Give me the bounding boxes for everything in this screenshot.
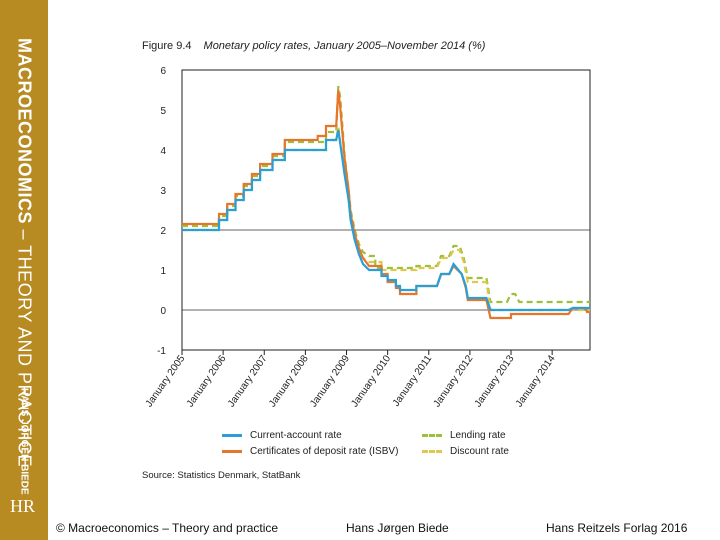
footer-copyright: © Macroeconomics – Theory and practice — [56, 521, 279, 535]
x-tick-label: January 2010 — [349, 353, 393, 409]
footer-publisher: Hans Reitzels Forlag 2016 — [546, 521, 688, 535]
source-note: Source: Statistics Denmark, StatBank — [142, 470, 301, 481]
legend-swatch-lending — [422, 434, 442, 437]
legend-item-current-account: Current-account rate — [222, 430, 342, 441]
x-tick-label: January 2013 — [473, 353, 517, 409]
y-axis: -1 0 1 2 3 4 5 6 — [157, 66, 166, 357]
sidebar: MACROECONOMICS – THEORY AND PRACTICE HAN… — [0, 0, 48, 540]
x-tick-label: January 2009 — [308, 353, 352, 409]
x-tick-label: January 2012 — [432, 353, 476, 409]
legend-item-cd-rate: Certificates of deposit rate (ISBV) — [222, 446, 398, 457]
series-discount-rate — [182, 125, 590, 312]
figure-title: Monetary policy rates, January 2005–Nove… — [203, 40, 486, 52]
y-tick-label: -1 — [157, 346, 166, 357]
legend-swatch-current-account — [222, 434, 242, 437]
legend-item-lending: Lending rate — [422, 430, 506, 441]
plot-area — [181, 69, 591, 351]
footer-author: Hans Jørgen Biede — [346, 521, 449, 535]
legend-item-discount: Discount rate — [422, 446, 509, 457]
series-current-account-rate — [182, 129, 590, 312]
legend-swatch-cd-rate — [222, 450, 242, 453]
legend-swatch-discount — [422, 450, 442, 453]
series-cd-rate — [182, 89, 590, 320]
x-tick-label: January 2011 — [391, 353, 435, 409]
series-lines — [182, 85, 590, 320]
x-tick-label: January 2008 — [267, 353, 311, 409]
y-tick-label: 4 — [160, 146, 166, 157]
x-tick-label: January 2007 — [226, 353, 270, 409]
legend: Current-account rate Certificates of dep… — [222, 430, 602, 464]
figure-number: Figure 9.4 — [142, 40, 192, 52]
y-tick-label: 1 — [160, 266, 166, 277]
legend-label-discount: Discount rate — [450, 446, 509, 457]
x-tick-label: January 2006 — [185, 353, 229, 409]
figure-header: Figure 9.4 Monetary policy rates, January… — [142, 40, 485, 52]
y-tick-label: 2 — [160, 226, 166, 237]
legend-label-lending: Lending rate — [450, 430, 506, 441]
y-tick-label: 0 — [160, 306, 166, 317]
y-tick-label: 6 — [160, 66, 166, 77]
publisher-logo: HR — [10, 496, 36, 516]
legend-label-current-account: Current-account rate — [250, 430, 342, 441]
x-tick-label: January 2014 — [514, 353, 558, 409]
legend-label-cd-rate: Certificates of deposit rate (ISBV) — [250, 446, 399, 457]
y-tick-label: 3 — [160, 186, 166, 197]
y-tick-label: 5 — [160, 106, 166, 117]
x-tick-label: January 2005 — [144, 353, 188, 409]
